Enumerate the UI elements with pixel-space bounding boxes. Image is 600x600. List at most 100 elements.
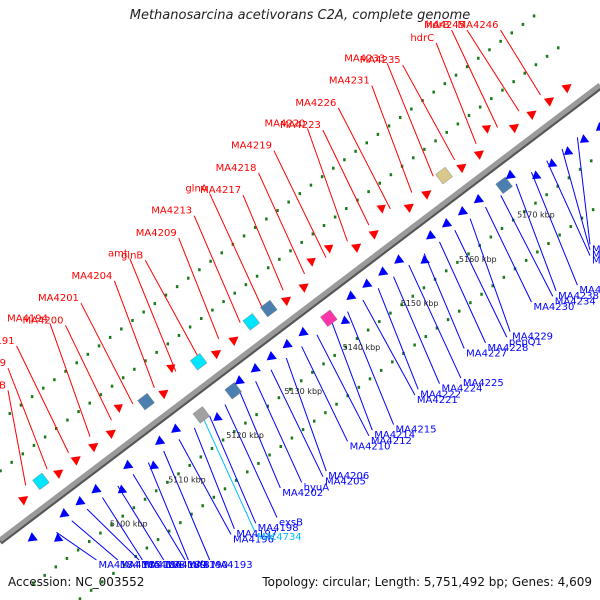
tick-dot xyxy=(287,200,290,204)
gene-arrow xyxy=(53,469,64,479)
tick-dot xyxy=(188,463,191,467)
tick-dot xyxy=(66,418,69,422)
gene-box xyxy=(435,166,453,185)
leader-line xyxy=(362,299,416,396)
gene-arrow xyxy=(457,205,469,216)
leader-line xyxy=(500,29,541,96)
scale-label: 5110 kbp xyxy=(168,475,206,484)
leader-line xyxy=(65,325,112,421)
tick-dot xyxy=(198,268,201,272)
tick-dot xyxy=(32,443,36,447)
tick-dot xyxy=(43,435,47,439)
leader-line xyxy=(239,392,281,489)
leader-line xyxy=(306,128,348,242)
gene-arrow xyxy=(473,193,485,204)
gene-arrow xyxy=(298,326,309,337)
tick-dot xyxy=(443,82,447,86)
tick-dot xyxy=(177,333,181,337)
gene-arrow xyxy=(210,349,221,360)
tick-dot xyxy=(500,227,504,231)
tick-dot xyxy=(501,88,504,92)
gene-arrow xyxy=(376,204,386,214)
gene-arrow xyxy=(75,495,86,506)
tick-dot xyxy=(110,523,113,527)
leader-line xyxy=(270,369,324,477)
tick-dot xyxy=(265,217,268,221)
leader-line xyxy=(7,390,27,486)
gene-label: MA4233 xyxy=(344,53,385,64)
tick-dot xyxy=(279,445,283,449)
leader-line xyxy=(56,531,97,561)
tick-dot xyxy=(190,512,193,516)
leader-line xyxy=(7,367,48,470)
tick-dot xyxy=(389,311,392,315)
tick-dot xyxy=(480,292,483,296)
leader-line xyxy=(163,450,211,561)
leader-line-rna xyxy=(203,420,256,533)
scale-label: 5170 kbp xyxy=(517,211,555,220)
scale-label: 5100 kbp xyxy=(110,519,148,528)
tick-dot xyxy=(54,565,58,569)
gene-label: MA4184 xyxy=(98,560,139,571)
tick-dot xyxy=(387,124,391,128)
gene-label: MA4215 xyxy=(396,425,437,436)
tick-dot xyxy=(556,46,560,50)
leader-line xyxy=(337,107,391,210)
tick-dot xyxy=(132,506,136,510)
gene-arrow xyxy=(394,254,405,264)
gene-arrow xyxy=(543,97,555,107)
gene-label: MA4243 xyxy=(592,250,600,261)
leader-line xyxy=(322,129,370,226)
tick-dot xyxy=(101,580,104,584)
gene-arrow xyxy=(298,283,309,293)
gene-arrow xyxy=(378,266,389,276)
leader-line xyxy=(408,264,462,379)
gene-label: MA4213 xyxy=(151,206,192,217)
gene-label: MA4179 xyxy=(0,358,6,369)
tick-dot xyxy=(290,436,294,440)
leader-line xyxy=(178,237,220,340)
gene-label: pepQ1 xyxy=(509,337,542,348)
leader-line xyxy=(423,253,465,349)
leader-line xyxy=(273,150,327,258)
gene-box xyxy=(32,472,50,491)
leader-line xyxy=(393,276,440,384)
gene-box xyxy=(137,392,155,411)
leader-line xyxy=(439,241,486,344)
gene-arrow xyxy=(426,230,437,240)
gene-label: MA4196 xyxy=(233,534,274,545)
gene-arrow xyxy=(505,169,516,180)
leader-line xyxy=(178,439,232,535)
scale-label: 5140 kbp xyxy=(343,343,381,352)
gene-arrow xyxy=(362,278,373,288)
tick-dot xyxy=(521,22,525,26)
tick-dot xyxy=(221,438,225,442)
tick-dot xyxy=(164,293,168,297)
tick-dot xyxy=(489,235,493,239)
gene-arrow xyxy=(213,412,223,421)
tick-dot xyxy=(188,325,192,329)
tick-dot xyxy=(536,250,539,254)
leader-line xyxy=(546,160,591,256)
leader-line xyxy=(224,404,278,518)
leader-line xyxy=(147,462,189,561)
gene-arrow xyxy=(54,532,64,542)
tick-dot xyxy=(89,588,93,592)
scale-label: 5120 kbp xyxy=(226,431,264,440)
tick-dot xyxy=(456,260,459,264)
gene-box xyxy=(224,382,242,400)
gene-label: MA4202 xyxy=(282,488,323,499)
gene-arrow xyxy=(166,364,176,374)
tick-dot xyxy=(120,327,123,331)
gene-arrow xyxy=(234,375,245,385)
gene-arrow xyxy=(59,508,70,518)
gene-label: MA4230 xyxy=(533,302,574,313)
gene-label: MA4240 xyxy=(592,256,600,267)
tick-dot xyxy=(156,538,160,542)
gene-box xyxy=(189,352,208,371)
tick-dot xyxy=(255,413,258,417)
tick-dot xyxy=(333,215,337,219)
leader-line xyxy=(285,357,327,472)
tick-dot xyxy=(234,478,238,482)
